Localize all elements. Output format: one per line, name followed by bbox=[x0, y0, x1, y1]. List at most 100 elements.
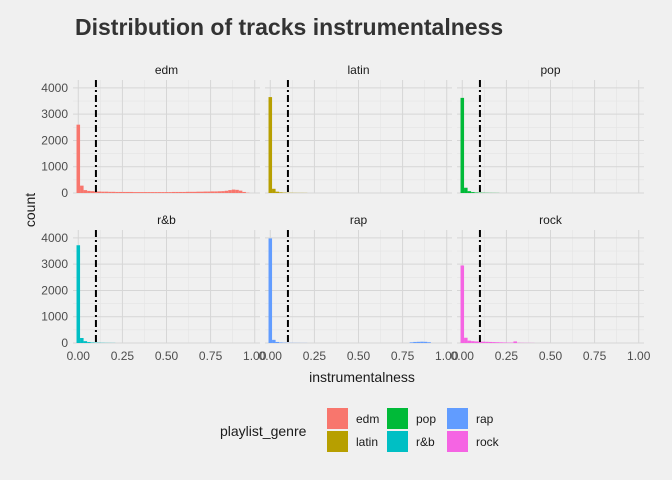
legend-key-edm bbox=[327, 408, 348, 429]
histogram-bar-edm bbox=[235, 189, 239, 193]
histogram-bar-r-b bbox=[90, 342, 95, 343]
legend-label-edm: edm bbox=[356, 412, 379, 426]
legend-item-edm: edm bbox=[327, 408, 379, 429]
histogram-bar-edm bbox=[221, 191, 225, 193]
facet-label-latin: latin bbox=[347, 63, 369, 77]
histogram-bar-edm bbox=[203, 191, 208, 193]
legend-item-r-b: r&b bbox=[387, 431, 435, 452]
histogram-bar-edm bbox=[238, 190, 243, 193]
legend-key-pop bbox=[387, 408, 408, 429]
x-tick-label: 0.75 bbox=[199, 349, 223, 363]
facet-label-pop: pop bbox=[540, 63, 560, 77]
histogram-bar-edm bbox=[192, 191, 197, 193]
histogram-bar-r-b bbox=[76, 245, 81, 343]
histogram-bar-rap bbox=[279, 342, 283, 343]
legend-item-latin: latin bbox=[327, 431, 378, 452]
histogram-bar-latin bbox=[275, 191, 280, 193]
histogram-bar-rock bbox=[467, 340, 472, 343]
y-tick-label: 0 bbox=[61, 336, 68, 350]
x-tick-label: 0.50 bbox=[347, 349, 371, 363]
histogram-bar-edm bbox=[171, 191, 176, 193]
histogram-bar-latin bbox=[279, 192, 283, 193]
facet-label-rock: rock bbox=[539, 213, 563, 227]
histogram-bar-edm bbox=[143, 192, 148, 193]
histogram-bar-edm bbox=[136, 192, 141, 193]
x-tick-label: 0.00 bbox=[451, 349, 475, 363]
legend-item-rock: rock bbox=[447, 431, 500, 452]
histogram-bar-rock bbox=[485, 341, 489, 343]
histogram-bar-edm bbox=[182, 191, 186, 193]
legend-label-rock: rock bbox=[476, 435, 500, 449]
facet-panel-edm: edm bbox=[73, 63, 260, 194]
histogram-bar-edm bbox=[161, 192, 165, 193]
x-tick-label: 0.25 bbox=[495, 349, 519, 363]
histogram-bar-edm bbox=[147, 192, 151, 193]
x-tick-label: 0.75 bbox=[391, 349, 415, 363]
legend-item-rap: rap bbox=[447, 408, 494, 429]
y-tick-label: 2000 bbox=[41, 133, 68, 147]
facet-label-r-b: r&b bbox=[157, 213, 176, 227]
histogram-bar-rock bbox=[471, 341, 475, 343]
histogram-bar-edm bbox=[129, 191, 133, 193]
histogram-bar-edm bbox=[132, 192, 137, 193]
histogram-bar-edm bbox=[242, 191, 246, 193]
histogram-bar-pop bbox=[460, 97, 465, 193]
x-axis-title: instrumentalness bbox=[309, 369, 415, 385]
histogram-bar-edm bbox=[111, 191, 116, 193]
histogram-bar-pop bbox=[474, 192, 479, 193]
legend-key-rock bbox=[447, 431, 468, 452]
histogram-bar-edm bbox=[76, 124, 81, 193]
histogram-bar-rock bbox=[460, 265, 465, 343]
histogram-bar-edm bbox=[214, 191, 218, 193]
x-tick-label: 0.25 bbox=[111, 349, 135, 363]
facet-panel-pop: pop bbox=[457, 63, 644, 194]
histogram-bar-rock bbox=[495, 342, 500, 343]
histogram-bar-rock bbox=[478, 341, 482, 343]
y-tick-label: 4000 bbox=[41, 81, 68, 95]
facet-label-rap: rap bbox=[350, 213, 368, 227]
x-tick-label: 1.00 bbox=[243, 349, 267, 363]
histogram-bar-rock bbox=[492, 342, 496, 343]
histogram-bar-edm bbox=[217, 191, 222, 193]
histogram-bar-edm bbox=[228, 190, 232, 193]
histogram-bar-r-b bbox=[83, 341, 88, 343]
facet-panel-r-b: r&b bbox=[73, 213, 260, 344]
histogram-bar-r-b bbox=[80, 338, 84, 343]
histogram-bar-rap bbox=[427, 342, 431, 343]
histogram-bar-rap bbox=[409, 342, 414, 343]
legend-label-r-b: r&b bbox=[416, 435, 435, 449]
legend-title: playlist_genre bbox=[220, 423, 307, 439]
facet-panel-rock: rock bbox=[457, 213, 644, 344]
x-tick-label: 0.25 bbox=[303, 349, 327, 363]
histogram-bar-rock bbox=[499, 342, 503, 343]
histogram-bar-edm bbox=[80, 185, 84, 193]
y-tick-label: 0 bbox=[61, 186, 68, 200]
histogram-bar-edm bbox=[154, 192, 158, 193]
histogram-bar-rap bbox=[272, 339, 276, 343]
histogram-bar-edm bbox=[87, 190, 91, 193]
x-tick-label: 0.00 bbox=[67, 349, 91, 363]
histogram-bar-rap bbox=[420, 341, 424, 343]
facet-panel-latin: latin bbox=[265, 63, 452, 194]
histogram-bar-edm bbox=[122, 191, 126, 193]
histogram-bar-rap bbox=[275, 341, 280, 343]
histogram-bar-rock bbox=[513, 341, 517, 343]
histogram-bar-edm bbox=[90, 191, 95, 193]
histogram-bar-rap bbox=[423, 341, 428, 343]
x-tick-label: 0.00 bbox=[259, 349, 283, 363]
histogram-bar-edm bbox=[140, 192, 144, 193]
histogram-bar-rock bbox=[481, 341, 486, 343]
histogram-bar-r-b bbox=[87, 342, 91, 343]
histogram-bar-edm bbox=[178, 191, 183, 193]
y-tick-label: 1000 bbox=[41, 310, 68, 324]
histogram-bar-edm bbox=[196, 191, 201, 193]
histogram-bar-pop bbox=[464, 187, 468, 193]
histogram-bar-rap bbox=[413, 341, 417, 343]
facet-label-edm: edm bbox=[155, 63, 178, 77]
histogram-bar-edm bbox=[200, 191, 204, 193]
x-tick-label: 0.50 bbox=[155, 349, 179, 363]
histogram-bar-edm bbox=[224, 190, 229, 193]
legend-label-pop: pop bbox=[416, 412, 436, 426]
legend-item-pop: pop bbox=[387, 408, 436, 429]
